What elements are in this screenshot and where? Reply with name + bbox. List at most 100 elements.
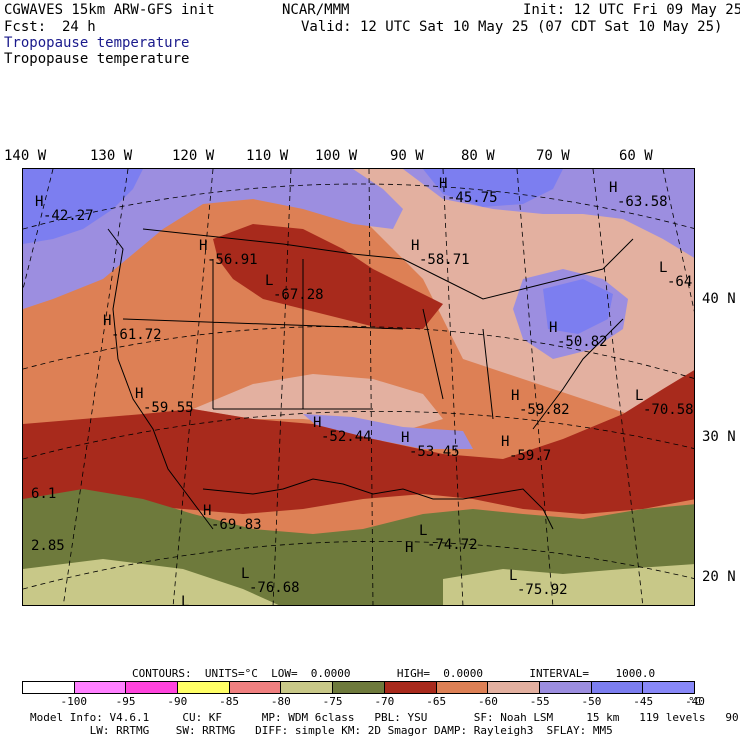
color-bar-tick: -60 — [477, 695, 498, 708]
tropopause-temperature-map: H -42.27 H -45.75 H -63.58 H -56.91 H -58.71 L -67.… — [22, 168, 695, 606]
color-bar-swatch — [23, 682, 75, 693]
low-marker: L — [181, 594, 190, 606]
marker-value: -67.28 — [273, 287, 324, 303]
color-bar-tick: -90 — [167, 695, 188, 708]
high-marker: H -52.44 — [313, 416, 372, 444]
marker-value: -74.72 — [427, 537, 478, 553]
marker-letter: H — [135, 386, 144, 402]
marker-value: -53.45 — [409, 444, 460, 460]
marker-value: -76.68 — [249, 580, 300, 596]
contours-info: CONTOURS: UNITS=°C LOW= 0.0000 HIGH= 0.0… — [132, 667, 656, 680]
marker-value: -70.58 — [643, 402, 694, 418]
valid-time: Valid: 12 UTC Sat 10 May 25 (07 CDT Sat … — [301, 19, 723, 35]
color-bar-tick: -50 — [581, 695, 602, 708]
latitude-label: 30 N — [702, 429, 736, 445]
high-marker: H -53.45 — [401, 431, 460, 459]
longitude-label: 140 W — [4, 148, 47, 164]
color-bar — [22, 681, 695, 694]
shade-lavender-central — [303, 414, 473, 449]
marker-value: -75.92 — [517, 582, 568, 598]
color-bar-swatch — [333, 682, 385, 693]
color-bar-tick: -55 — [529, 695, 550, 708]
high-marker: H -58.71 — [411, 239, 470, 267]
marker-value: -63.58 — [617, 194, 668, 210]
shade-blue-nw — [23, 169, 143, 244]
color-bar-swatch — [591, 682, 644, 693]
color-bar-swatch — [281, 682, 334, 693]
color-bar-tick: -45 — [633, 695, 654, 708]
marker-letter: H — [103, 313, 112, 329]
color-bar-swatch — [229, 682, 282, 693]
high-marker: H -59.82 — [511, 389, 570, 417]
high-marker: H -59.55 — [135, 387, 194, 415]
marker-letter: L — [181, 594, 190, 606]
field-name: Tropopause temperature — [4, 51, 190, 67]
marker-value: -50.82 — [557, 334, 608, 350]
marker-letter: L — [241, 566, 250, 582]
latitude-label: 20 N — [702, 569, 736, 585]
marker-letter: H — [439, 176, 448, 192]
low-marker: L -70.58 — [635, 389, 694, 417]
longitude-label: 90 W — [390, 148, 424, 164]
color-bar-tick: -65 — [426, 695, 447, 708]
color-bar-tick: -95 — [115, 695, 136, 708]
marker-letter: H — [405, 540, 414, 556]
marker-letter: H — [199, 238, 208, 254]
marker-value: 2.85 — [31, 538, 65, 554]
high-marker: H -50.82 — [549, 321, 608, 349]
marker-value: 6.1 — [31, 486, 57, 502]
high-marker: H -56.91 — [199, 239, 258, 267]
init-time: Init: 12 UTC Fri 09 May 25 — [523, 2, 740, 18]
model-title: CGWAVES 15km ARW-GFS init — [4, 2, 215, 18]
longitude-label: 60 W — [619, 148, 653, 164]
center-label: NCAR/MMM — [282, 2, 350, 18]
high-marker: H -42.27 — [35, 195, 94, 223]
marker-value: -45.75 — [447, 190, 498, 206]
marker-value: -59.55 — [143, 400, 194, 416]
value-label: 2.85 — [23, 539, 65, 553]
marker-letter: H — [35, 194, 44, 210]
color-bar-swatch — [178, 682, 230, 693]
color-bar-swatch — [126, 682, 179, 693]
high-marker: H -63.58 — [609, 181, 668, 209]
low-marker: L -74.72 — [419, 524, 478, 552]
color-bar-swatch — [643, 682, 694, 693]
marker-letter: H — [411, 238, 420, 254]
marker-letter: L — [419, 523, 428, 539]
model-info-line2: LW: RRTMG SW: RRTMG DIFF: simple KM: 2D … — [30, 724, 613, 737]
low-marker: L -64 — [659, 261, 692, 289]
marker-value: -64 — [667, 274, 693, 290]
color-bar-swatch — [488, 682, 540, 693]
high-marker: H -45.75 — [439, 177, 498, 205]
longitude-label: 80 W — [461, 148, 495, 164]
color-bar-tick: -80 — [270, 695, 291, 708]
marker-value: -52.44 — [321, 429, 372, 445]
fcst-value: 24 h — [62, 19, 96, 35]
color-bar-tick: -70 — [374, 695, 395, 708]
marker-value: -42.27 — [43, 208, 94, 224]
color-bar-tick: -85 — [219, 695, 239, 708]
shade-red-plains — [213, 224, 443, 329]
marker-letter: L — [659, 260, 668, 276]
shade-pink-ne — [323, 169, 694, 419]
shade-khaki-sw — [23, 559, 279, 605]
high-marker: H -61.72 — [103, 314, 162, 342]
color-bar-swatch — [384, 682, 437, 693]
color-bar-swatch — [539, 682, 592, 693]
color-bar-unit: °C — [688, 695, 702, 708]
color-bar-swatch — [74, 682, 127, 693]
low-marker: L -76.68 — [241, 567, 300, 595]
longitude-label: 110 W — [246, 148, 289, 164]
marker-letter: L — [635, 388, 644, 404]
high-marker: H — [405, 541, 413, 555]
low-marker: L -67.28 — [265, 274, 324, 302]
longitude-label: 130 W — [90, 148, 133, 164]
marker-value: -69.83 — [211, 517, 262, 533]
marker-letter: H — [313, 415, 322, 431]
shade-khaki-se — [443, 564, 694, 605]
marker-value: -56.91 — [207, 252, 258, 268]
marker-value: -59.82 — [519, 402, 570, 418]
marker-letter: H — [203, 503, 212, 519]
marker-letter: H — [549, 320, 558, 336]
high-marker: H -59.7 — [501, 435, 551, 463]
